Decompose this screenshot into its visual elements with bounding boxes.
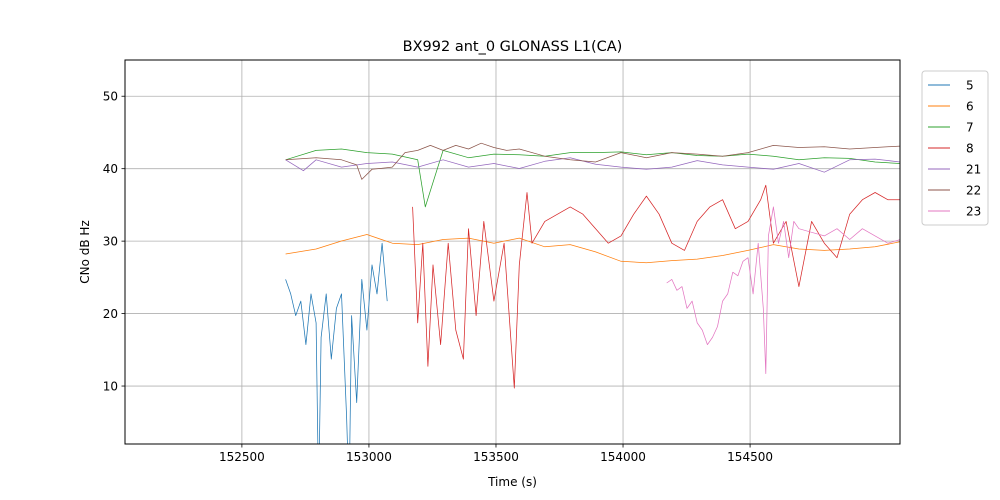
- legend-label-23: 23: [966, 205, 981, 219]
- legend-frame: [921, 70, 989, 226]
- legend-label-6: 6: [966, 100, 974, 114]
- series-line-7: [285, 148, 900, 208]
- grid: [125, 60, 900, 444]
- y-tick-label: 30: [103, 234, 118, 248]
- axis-ticks: 152500 153000 153500 154000 154500 10 20 30 40 50: [103, 90, 773, 464]
- plot-frame: [124, 59, 901, 445]
- legend-label-22: 22: [966, 184, 981, 198]
- series-line-5: [285, 242, 388, 444]
- series-line-6: [285, 234, 900, 264]
- y-tick-label: 10: [103, 379, 118, 393]
- series-line-23: [666, 206, 900, 374]
- y-tick-label: 50: [103, 90, 118, 104]
- x-tick-label: 154000: [600, 450, 646, 464]
- series-line-22: [285, 142, 900, 180]
- x-axis-title: Time (s): [487, 475, 537, 489]
- legend-label-8: 8: [966, 142, 974, 156]
- legend: 5 6 7 8 21 22 23: [921, 70, 989, 226]
- legend-label-7: 7: [966, 121, 974, 135]
- chart-title: BX992 ant_0 GLONASS L1(CA): [403, 39, 623, 55]
- y-tick-label: 20: [103, 307, 118, 321]
- x-tick-label: 153500: [473, 450, 519, 464]
- x-tick-label: 153000: [346, 450, 392, 464]
- legend-label-21: 21: [966, 163, 981, 177]
- x-tick-label: 152500: [219, 450, 265, 464]
- series-line-21: [285, 157, 900, 173]
- y-axis-title: CNo dB Hz: [78, 220, 92, 284]
- x-tick-label: 154500: [727, 450, 773, 464]
- series-line-8: [412, 184, 900, 389]
- series-group: [285, 142, 900, 444]
- y-tick-label: 40: [103, 162, 118, 176]
- legend-label-5: 5: [966, 79, 974, 93]
- plot-area: [285, 142, 900, 444]
